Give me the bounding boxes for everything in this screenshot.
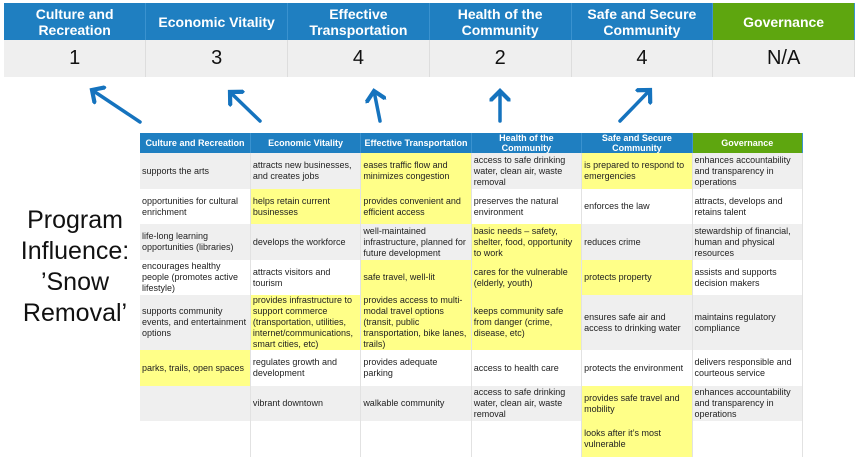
matrix-cell: provides adequate parking — [360, 350, 472, 386]
matrix-cell — [360, 421, 472, 457]
matrix-cell: protects property — [581, 260, 693, 295]
matrix-cell: access to health care — [471, 350, 583, 386]
matrix-cell — [471, 421, 583, 457]
score-header-health: Health of the Community — [429, 3, 572, 40]
score-safe: 4 — [571, 40, 714, 77]
matrix-cell — [140, 386, 251, 421]
arrow-icon — [230, 92, 262, 123]
matrix-cell: basic needs – safety, shelter, food, opp… — [471, 224, 583, 260]
matrix-cell: looks after it’s most vulnerable — [581, 421, 693, 457]
matrix-cell: maintains regulatory compliance — [692, 295, 804, 350]
matrix-cell: attracts new businesses, and creates job… — [250, 153, 362, 189]
score-header-economic: Economic Vitality — [145, 3, 288, 40]
program-influence-label: Program Influence: ’Snow Removal’ — [20, 206, 130, 327]
matrix-cell: stewardship of financial, human and phys… — [692, 224, 804, 260]
matrix-cell: opportunities for cultural enrichment — [140, 189, 251, 224]
matrix-cell: eases traffic flow and minimizes congest… — [360, 153, 472, 189]
matrix-cell: preserves the natural environment — [471, 189, 583, 224]
matrix-row: supports community events, and entertain… — [140, 295, 804, 350]
score-header-safe: Safe and Secure Community — [571, 3, 714, 40]
score-transportation: 4 — [287, 40, 430, 77]
matrix-cell: develops the workforce — [250, 224, 362, 260]
matrix-cell: helps retain current businesses — [250, 189, 362, 224]
matrix-cell: regulates growth and development — [250, 350, 362, 386]
matrix-cell: delivers responsible and courteous servi… — [692, 350, 804, 386]
arrow-icon — [618, 90, 650, 123]
matrix-cell: access to safe drinking water, clean air… — [471, 153, 583, 189]
matrix-cell: enhances accountability and transparency… — [692, 153, 804, 189]
matrix-cell: parks, trails, open spaces — [140, 350, 251, 386]
score-table: Culture and Recreation Economic Vitality… — [4, 3, 855, 77]
matrix-row: opportunities for cultural enrichment hel… — [140, 189, 804, 224]
matrix-cell: supports the arts — [140, 153, 251, 189]
matrix-cell — [692, 421, 804, 457]
score-header-transportation: Effective Transportation — [287, 3, 430, 40]
matrix-cell — [140, 421, 251, 457]
matrix-cell: cares for the vulnerable (elderly, youth… — [471, 260, 583, 295]
matrix-header-health: Health of the Community — [471, 133, 583, 153]
matrix-cell — [250, 421, 362, 457]
matrix-cell: reduces crime — [581, 224, 693, 260]
matrix-cell: supports community events, and entertain… — [140, 295, 251, 350]
score-health: 2 — [429, 40, 572, 77]
matrix-cell: well-maintained infrastructure, planned … — [360, 224, 472, 260]
arrow-icon — [92, 90, 142, 124]
score-culture: 1 — [4, 40, 147, 77]
matrix-cell: attracts, develops and retains talent — [692, 189, 804, 224]
score-governance: N/A — [712, 40, 855, 77]
arrow-icon — [374, 91, 380, 123]
matrix-cell: attracts visitors and tourism — [250, 260, 362, 295]
matrix-cell: enhances accountability and transparency… — [692, 386, 804, 421]
matrix-cell: life-long learning opportunities (librar… — [140, 224, 251, 260]
matrix-cell: keeps community safe from danger (crime,… — [471, 295, 583, 350]
matrix-cell: encourages healthy people (promotes acti… — [140, 260, 251, 295]
matrix-cell: access to safe drinking water, clean air… — [471, 386, 583, 421]
influence-matrix: Culture and Recreation Economic Vitality… — [140, 133, 804, 457]
matrix-cell: provides safe travel and mobility — [581, 386, 693, 421]
matrix-cell: protects the environment — [581, 350, 693, 386]
matrix-cell: provides convenient and efficient access — [360, 189, 472, 224]
arrows — [0, 0, 859, 124]
matrix-row: looks after it’s most vulnerable — [140, 421, 804, 457]
matrix-header-safe: Safe and Secure Community — [581, 133, 693, 153]
matrix-row: supports the arts attracts new businesses… — [140, 153, 804, 189]
score-economic: 3 — [145, 40, 288, 77]
matrix-header-economic: Economic Vitality — [250, 133, 362, 153]
matrix-cell: walkable community — [360, 386, 472, 421]
matrix-header-transportation: Effective Transportation — [360, 133, 472, 153]
matrix-row: parks, trails, open spaces regulates grow… — [140, 350, 804, 386]
matrix-cell: assists and supports decision makers — [692, 260, 804, 295]
score-header-culture: Culture and Recreation — [4, 3, 147, 40]
matrix-cell: provides infrastructure to support comme… — [250, 295, 362, 350]
matrix-cell: safe travel, well-lit — [360, 260, 472, 295]
matrix-cell: enforces the law — [581, 189, 693, 224]
matrix-row: life-long learning opportunities (librar… — [140, 224, 804, 260]
score-header-governance: Governance — [712, 3, 855, 40]
matrix-row: vibrant downtown walkable community access… — [140, 386, 804, 421]
matrix-header-governance: Governance — [692, 133, 804, 153]
matrix-cell: vibrant downtown — [250, 386, 362, 421]
matrix-cell: is prepared to respond to emergencies — [581, 153, 693, 189]
matrix-cell: ensures safe air and access to drinking … — [581, 295, 693, 350]
matrix-row: encourages healthy people (promotes acti… — [140, 260, 804, 295]
matrix-cell: provides access to multi-modal travel op… — [360, 295, 472, 350]
matrix-header-culture: Culture and Recreation — [140, 133, 251, 153]
